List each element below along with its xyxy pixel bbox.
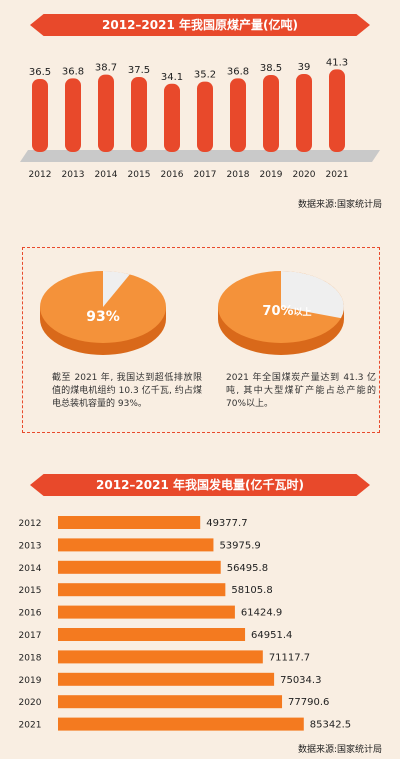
- coal-value-label: 35.2: [194, 70, 216, 81]
- power-year-label: 2019: [19, 676, 42, 686]
- power-year-label: 2021: [19, 721, 42, 731]
- note-1: 截至 2021 年, 我国达到超低排放限值的煤电机组约 10.3 亿千瓦, 约占…: [52, 373, 202, 409]
- power-year-label: 2015: [19, 586, 42, 596]
- coal-chart-title: 2012–2021 年我国原煤产量(亿吨): [30, 14, 370, 36]
- power-value-label: 71117.7: [269, 652, 310, 663]
- power-value-label: 64951.4: [251, 630, 292, 641]
- coal-year-label: 2014: [95, 170, 118, 180]
- power-bar: [58, 650, 263, 664]
- coal-year-label: 2021: [326, 170, 349, 180]
- coal-value-label: 38.5: [260, 63, 282, 74]
- power-bar: [58, 717, 304, 731]
- power-bar: [58, 583, 226, 597]
- coal-bar: [65, 78, 81, 152]
- power-value-label: 75034.3: [280, 675, 321, 686]
- coal-value-label: 41.3: [326, 57, 348, 68]
- pie-2: [218, 271, 345, 355]
- pie-2-label: 70%以上: [262, 304, 311, 319]
- coal-year-label: 2013: [62, 170, 85, 180]
- power-year-label: 2014: [19, 564, 42, 574]
- power-bar: [58, 628, 246, 641]
- coal-value-label: 36.8: [62, 66, 84, 77]
- power-year-label: 2013: [19, 541, 42, 551]
- power-year-label: 2016: [19, 609, 42, 619]
- coal-year-label: 2019: [260, 170, 283, 180]
- power-value-label: 49377.7: [206, 518, 247, 529]
- pie-1: [40, 271, 166, 355]
- power-bar: [58, 538, 214, 552]
- power-bar: [58, 605, 235, 619]
- coal-year-label: 2017: [194, 170, 217, 180]
- power-source: 数据来源:国家统计局: [297, 745, 382, 755]
- coal-value-label: 36.8: [227, 66, 249, 77]
- coal-bar: [131, 77, 147, 152]
- pie-slice-rest: [281, 271, 345, 319]
- pie-charts: 93% 70%以上: [40, 271, 345, 355]
- coal-source: 数据来源:国家统计局: [297, 200, 382, 210]
- power-bar: [58, 516, 201, 529]
- coal-bar: [263, 75, 279, 152]
- note-2: 2021 年全国煤炭产量达到 41.3 亿吨, 其中大型煤矿产能占总产能的 70…: [226, 373, 376, 409]
- pie-slice-rest: [103, 271, 130, 307]
- coal-bar: [230, 78, 246, 152]
- coal-bar: [197, 81, 213, 152]
- power-value-label: 56495.8: [227, 563, 268, 574]
- power-bar: [58, 672, 275, 686]
- coal-year-label: 2020: [293, 170, 316, 180]
- bar-base: [20, 150, 380, 162]
- power-bar: [58, 560, 221, 574]
- power-bar-chart: 2012 49377.7 2013 53975.9 2014 56495.8 2015 581…: [19, 516, 351, 731]
- power-value-label: 61424.9: [241, 608, 282, 619]
- coal-bar-chart: 36.5 2012 36.8 2013 38.7 2014 37.5 2015 34.1 2016…: [20, 57, 380, 180]
- coal-bar: [32, 79, 48, 152]
- coal-year-label: 2018: [227, 170, 250, 180]
- coal-year-label: 2015: [128, 170, 151, 180]
- pie-box: [22, 247, 380, 433]
- power-value-label: 77790.6: [288, 697, 329, 708]
- power-value-label: 85342.5: [310, 720, 351, 731]
- coal-value-label: 37.5: [128, 65, 150, 76]
- power-year-label: 2012: [19, 519, 42, 529]
- power-year-label: 2018: [19, 653, 42, 663]
- power-chart-title: 2012–2021 年我国发电量(亿千瓦时): [30, 474, 370, 496]
- power-year-label: 2020: [19, 698, 42, 708]
- coal-bar: [329, 69, 345, 152]
- power-value-label: 58105.8: [231, 585, 272, 596]
- coal-bar: [98, 74, 114, 152]
- coal-value-label: 38.7: [95, 63, 117, 74]
- pie-1-label: 93%: [86, 309, 120, 325]
- coal-value-label: 39: [298, 62, 311, 73]
- coal-bar: [164, 83, 180, 152]
- coal-bar: [296, 74, 312, 152]
- power-year-label: 2017: [19, 631, 42, 641]
- coal-value-label: 34.1: [161, 72, 183, 83]
- power-value-label: 53975.9: [219, 540, 260, 551]
- coal-value-label: 36.5: [29, 67, 51, 78]
- coal-year-label: 2012: [29, 170, 52, 180]
- coal-year-label: 2016: [161, 170, 184, 180]
- power-bar: [58, 695, 283, 709]
